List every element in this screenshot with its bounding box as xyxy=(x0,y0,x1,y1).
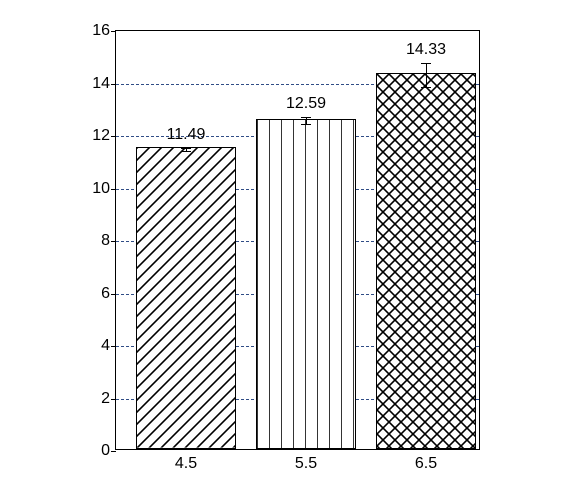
y-tick-label: 8 xyxy=(101,232,116,250)
bar-value-label: 14.33 xyxy=(406,41,446,59)
error-cap xyxy=(421,63,431,64)
error-cap xyxy=(301,117,311,118)
y-tick-label: 14 xyxy=(92,75,116,93)
y-tick-label: 6 xyxy=(101,285,116,303)
error-cap xyxy=(421,87,431,88)
y-tick-label: 4 xyxy=(101,337,116,355)
error-cap xyxy=(301,124,311,125)
y-tick-label: 12 xyxy=(92,127,116,145)
bar xyxy=(376,73,476,449)
y-tick-label: 16 xyxy=(92,22,116,40)
y-tick-label: 0 xyxy=(101,442,116,460)
error-cap xyxy=(181,148,191,149)
x-tick-label: 6.5 xyxy=(415,449,437,473)
x-tick-label: 5.5 xyxy=(295,449,317,473)
error-cap xyxy=(181,151,191,152)
bar xyxy=(136,147,236,449)
bar xyxy=(256,119,356,449)
y-tick-label: 10 xyxy=(92,180,116,198)
y-tick-label: 2 xyxy=(101,390,116,408)
bar-value-label: 12.59 xyxy=(286,95,326,113)
plot-area: Extinction coefficient 024681012141611.4… xyxy=(115,30,480,450)
x-tick-label: 4.5 xyxy=(175,449,197,473)
error-bar xyxy=(426,63,427,87)
bar-value-label: 11.49 xyxy=(167,126,206,144)
